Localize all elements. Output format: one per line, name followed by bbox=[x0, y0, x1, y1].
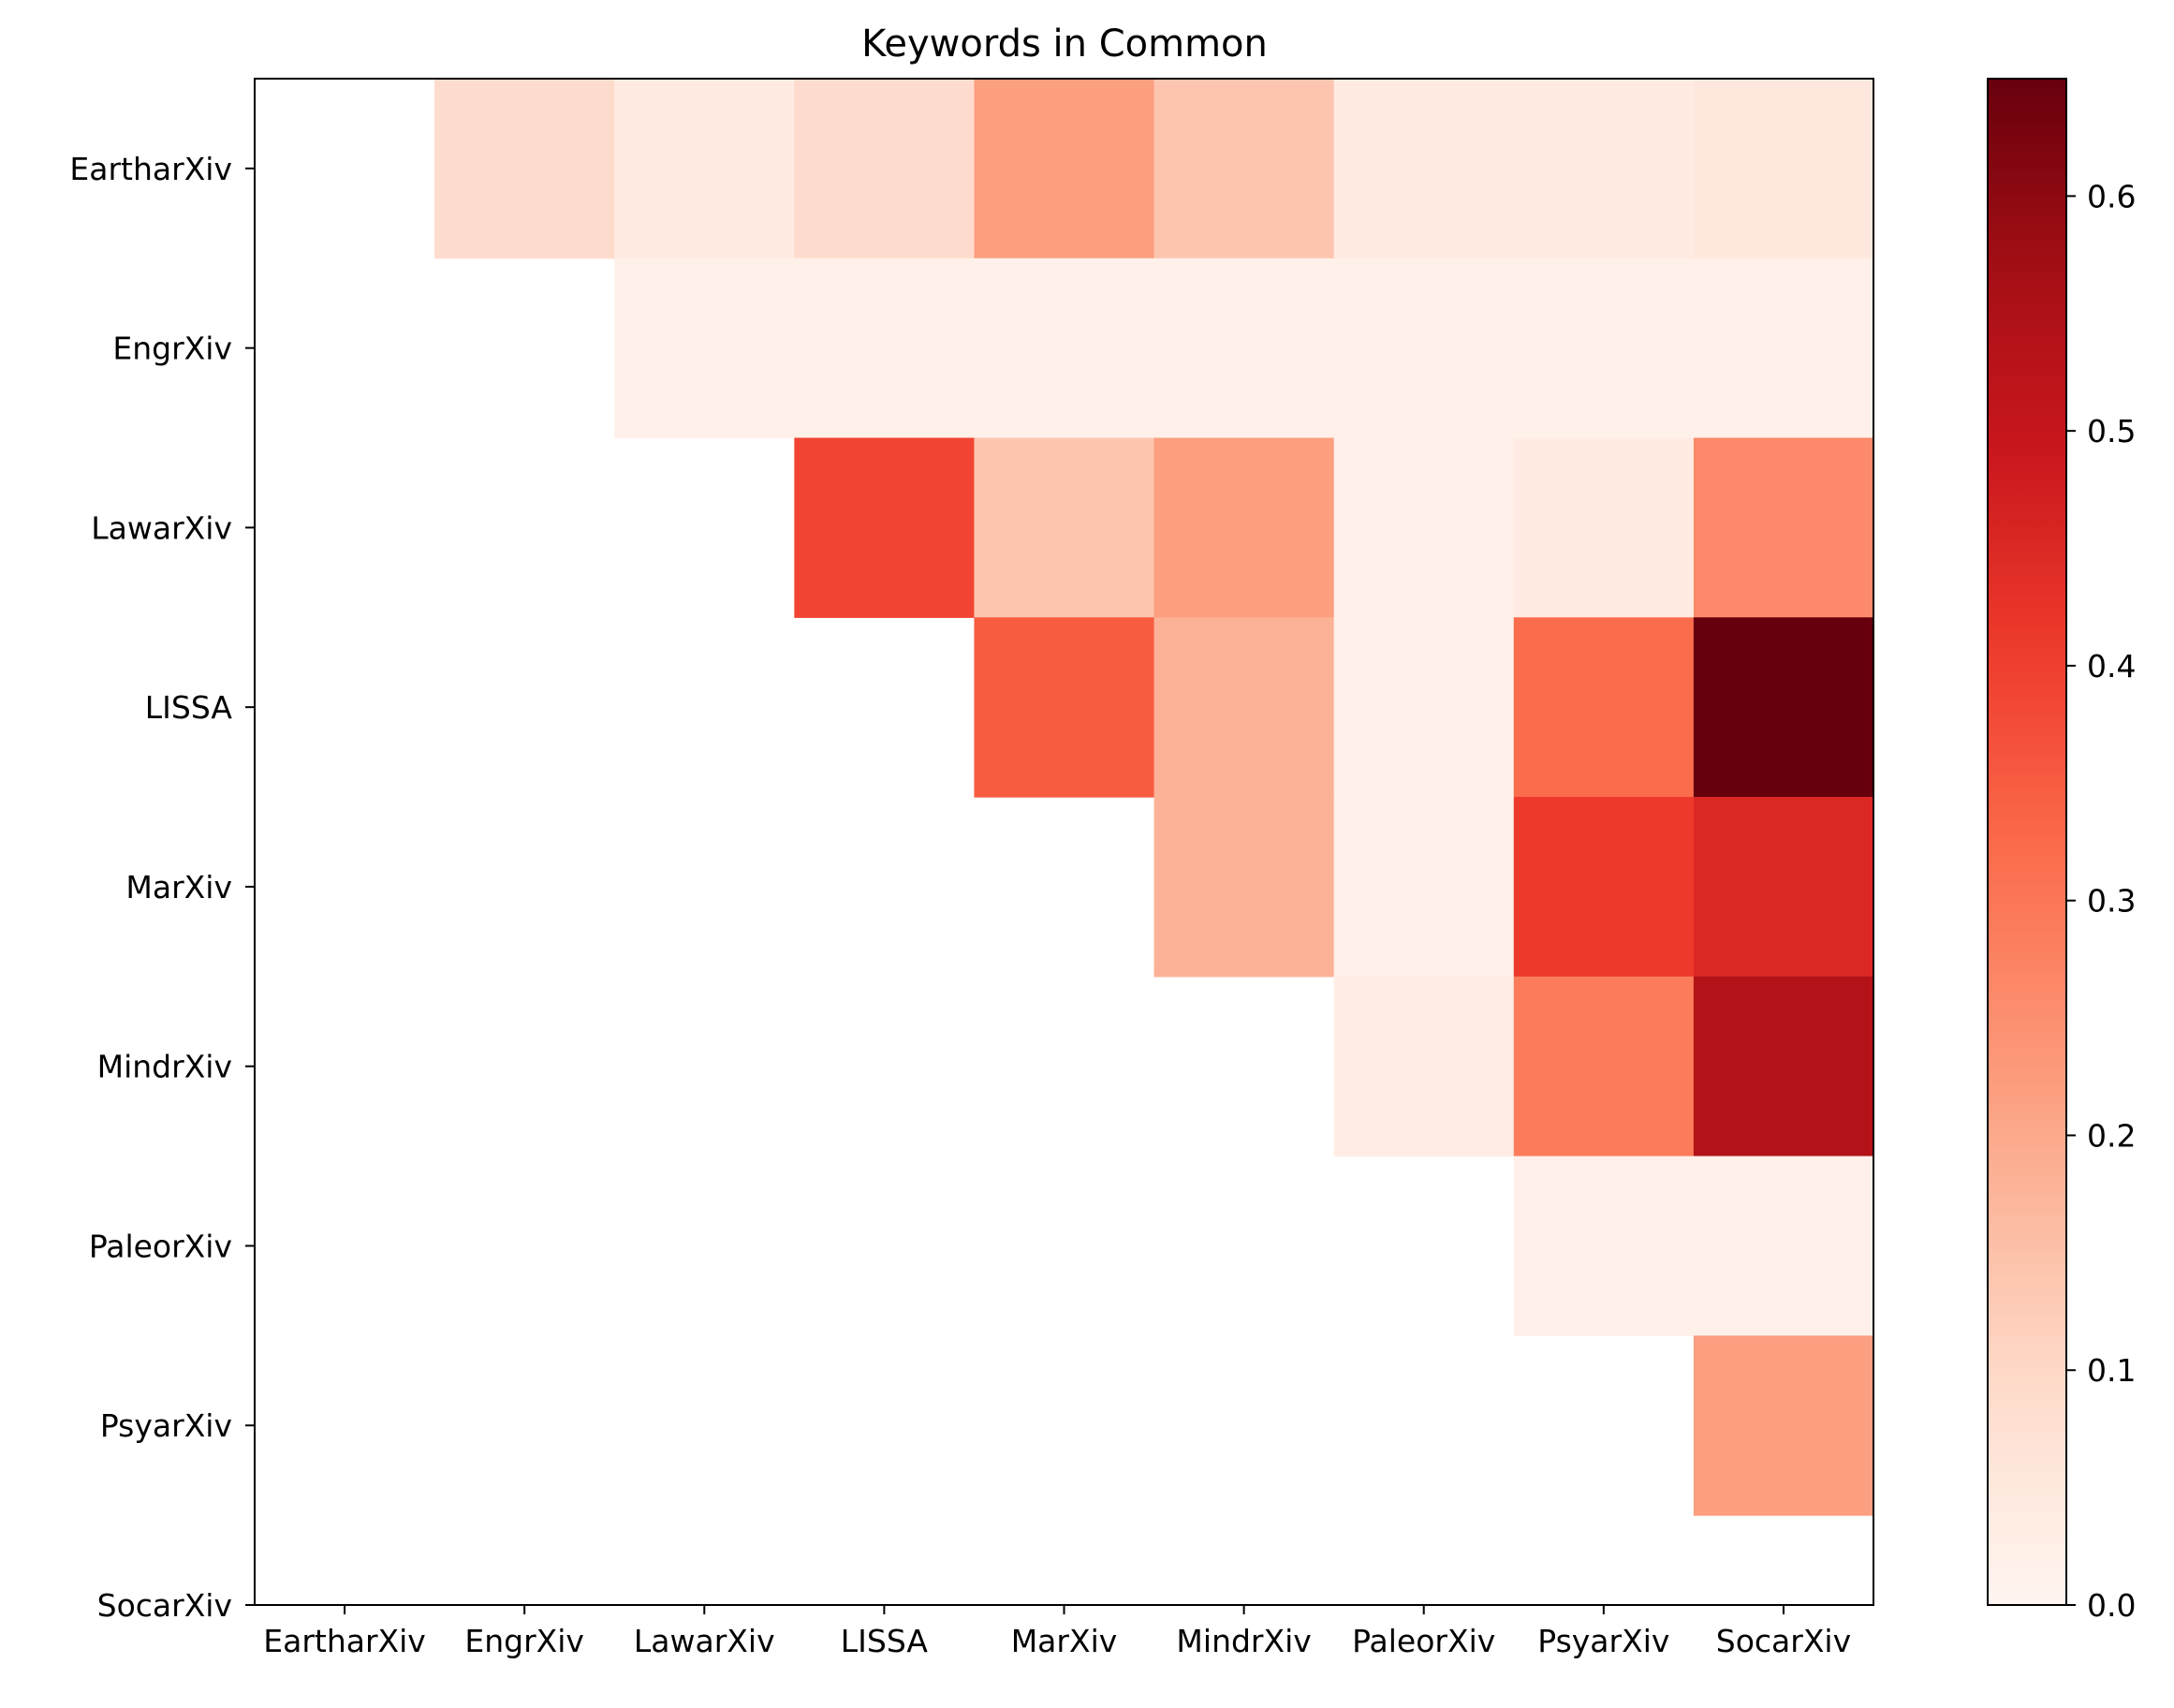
heatmap-cell bbox=[1153, 79, 1335, 259]
heatmap-cell bbox=[1333, 437, 1515, 618]
heatmap-cell bbox=[974, 258, 1155, 439]
heatmap-cell bbox=[794, 258, 976, 439]
heatmap-cell bbox=[1153, 617, 1335, 798]
y-tick-label: MarXiv bbox=[125, 869, 232, 906]
colorbar-gradient bbox=[1987, 78, 2067, 1606]
heatmap-cell bbox=[1693, 79, 1874, 259]
x-tick-label: EngrXiv bbox=[464, 1623, 584, 1659]
x-tick-label: MarXiv bbox=[1011, 1623, 1118, 1659]
heatmap-cell bbox=[1693, 797, 1874, 978]
colorbar-tick-label: 0.2 bbox=[2087, 1117, 2136, 1154]
y-tick-label: PaleorXiv bbox=[89, 1228, 232, 1264]
x-tick-label: MindrXiv bbox=[1176, 1623, 1311, 1659]
heatmap-cell bbox=[614, 258, 795, 439]
heatmap-cell bbox=[1513, 617, 1695, 798]
chart-title: Keywords in Common bbox=[861, 22, 1268, 66]
y-tick-label: LawarXiv bbox=[91, 509, 232, 546]
heatmap-cell bbox=[974, 79, 1155, 259]
heatmap-cell bbox=[434, 79, 615, 259]
y-tick-label: EngrXiv bbox=[112, 331, 232, 367]
heatmap-cell bbox=[1333, 258, 1515, 439]
x-tick-label: EartharXiv bbox=[263, 1623, 426, 1659]
x-axis-ticks: EartharXiv EngrXiv LawarXiv LISSA MarXiv Mind… bbox=[263, 1605, 1851, 1659]
colorbar-tick-label: 0.6 bbox=[2087, 178, 2136, 214]
heatmap-cell bbox=[1693, 1335, 1874, 1516]
heatmap-cell bbox=[1513, 79, 1695, 259]
colorbar-tick-label: 0.5 bbox=[2087, 413, 2136, 449]
y-tick-label: MindrXiv bbox=[97, 1049, 232, 1085]
heatmap-cell bbox=[1513, 797, 1695, 978]
heatmap-cell bbox=[1153, 797, 1335, 978]
heatmap-cell bbox=[1513, 1156, 1695, 1336]
heatmap-cell bbox=[1513, 437, 1695, 618]
heatmap-cell bbox=[1153, 437, 1335, 618]
plot-frame bbox=[254, 78, 1874, 1606]
heatmap-cell bbox=[974, 617, 1155, 798]
x-tick-label: PsyarXiv bbox=[1537, 1623, 1669, 1659]
heatmap-cell bbox=[1693, 258, 1874, 439]
colorbar-tick-label: 0.0 bbox=[2087, 1587, 2136, 1624]
x-tick-label: LawarXiv bbox=[634, 1623, 775, 1659]
heatmap-cell bbox=[974, 437, 1155, 618]
heatmap-cell bbox=[1333, 79, 1515, 259]
heatmap-cell bbox=[1513, 258, 1695, 439]
x-tick-label: SocarXiv bbox=[1716, 1623, 1851, 1659]
y-tick-label: SocarXiv bbox=[97, 1587, 232, 1624]
heatmap-cell bbox=[1333, 617, 1515, 798]
heatmap-cell bbox=[1693, 976, 1874, 1157]
colorbar: 0.0 0.1 0.2 0.3 0.4 0.5 0.6 bbox=[1987, 78, 2136, 1624]
y-tick-label: EartharXiv bbox=[69, 151, 232, 187]
colorbar-tick-label: 0.1 bbox=[2087, 1352, 2136, 1389]
heatmap-cell bbox=[1153, 258, 1335, 439]
heatmap-cells bbox=[434, 79, 1874, 1516]
y-axis-ticks: EartharXiv EngrXiv LawarXiv LISSA MarXiv Mind… bbox=[69, 151, 255, 1624]
heatmap-cell bbox=[794, 437, 976, 618]
heatmap-cell bbox=[1693, 617, 1874, 798]
colorbar-tick-label: 0.3 bbox=[2087, 883, 2136, 920]
y-tick-label: PsyarXiv bbox=[100, 1407, 232, 1444]
heatmap-cell bbox=[1693, 1156, 1874, 1336]
heatmap-cell bbox=[1693, 437, 1874, 618]
x-tick-label: LISSA bbox=[841, 1623, 929, 1659]
colorbar-tick-label: 0.4 bbox=[2087, 648, 2136, 685]
y-tick-label: LISSA bbox=[145, 689, 233, 726]
heatmap-cell bbox=[614, 79, 795, 259]
x-tick-label: PaleorXiv bbox=[1352, 1623, 1495, 1659]
heatmap-cell bbox=[1333, 976, 1515, 1157]
heatmap-cell bbox=[1333, 797, 1515, 978]
heatmap-cell bbox=[794, 79, 976, 259]
heatmap-cell bbox=[1513, 976, 1695, 1157]
